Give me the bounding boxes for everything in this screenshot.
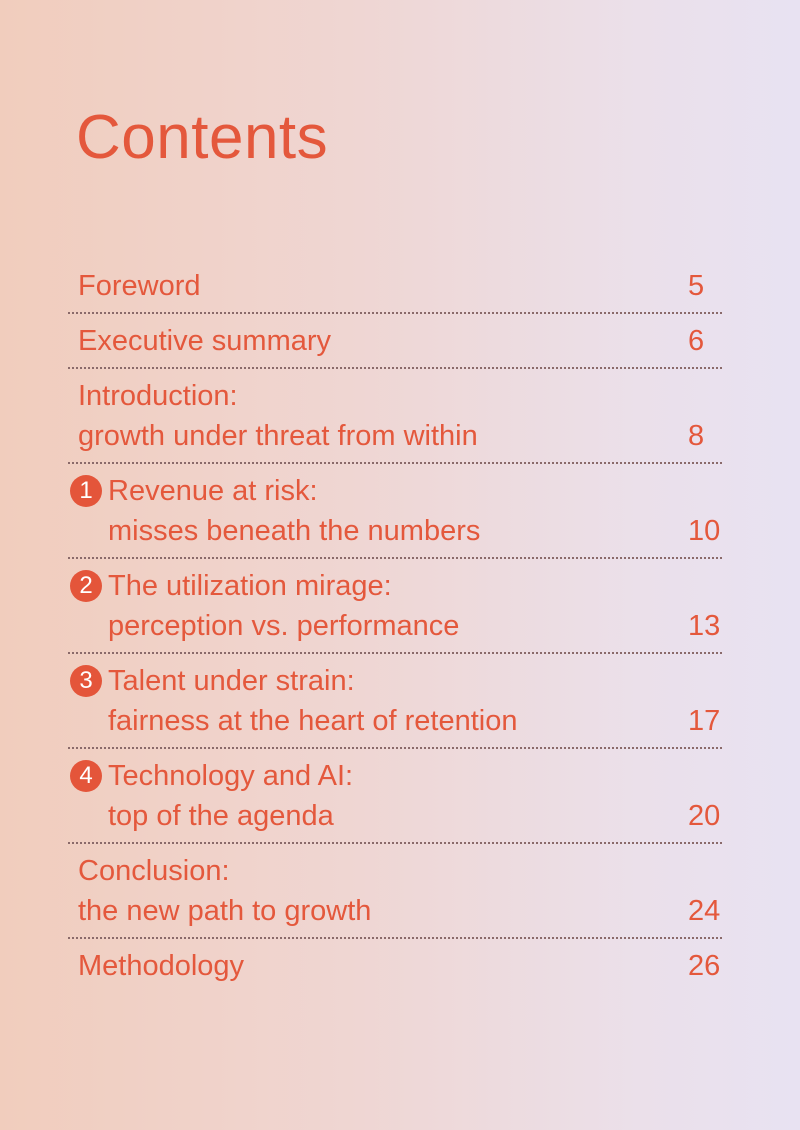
- page-number: 8: [688, 420, 705, 452]
- entry-text: Talent under strain:: [108, 665, 355, 697]
- entry-text: The utilization mirage:: [108, 570, 392, 602]
- entry-text: the new path to growth: [78, 895, 372, 927]
- page-number: 20: [688, 800, 721, 832]
- entry-text: Revenue at risk:: [108, 475, 318, 507]
- entry-text: misses beneath the numbers: [108, 515, 481, 547]
- dotted-separator: [68, 747, 722, 749]
- section-number: 3: [70, 665, 102, 697]
- dotted-separator: [68, 842, 722, 844]
- dotted-separator: [68, 557, 722, 559]
- page-number: 10: [688, 515, 721, 547]
- title: Contents: [76, 103, 329, 172]
- dotted-separator: [68, 462, 722, 464]
- entry-text: Technology and AI:: [108, 760, 354, 792]
- section-number: 4: [70, 760, 102, 792]
- dotted-separator: [68, 937, 722, 939]
- page-number: 5: [688, 270, 705, 302]
- entry-text: perception vs. performance: [108, 610, 460, 642]
- page-number: 6: [688, 325, 705, 357]
- entry-text: Executive summary: [78, 325, 332, 357]
- entry-text: top of the agenda: [108, 800, 334, 832]
- entry-text: Introduction:: [78, 380, 238, 412]
- entry-text: Conclusion:: [78, 855, 230, 887]
- dotted-separator: [68, 312, 722, 314]
- dotted-separator: [68, 367, 722, 369]
- section-number: 2: [70, 570, 102, 602]
- page-number: 26: [688, 950, 721, 982]
- entry-text: fairness at the heart of retention: [108, 705, 518, 737]
- page-number: 24: [688, 895, 721, 927]
- entry-text: Methodology: [78, 950, 245, 982]
- entry-text: growth under threat from within: [78, 420, 478, 452]
- dotted-separator: [68, 652, 722, 654]
- section-number: 1: [70, 475, 102, 507]
- entry-text: Foreword: [78, 270, 201, 302]
- page-number: 13: [688, 610, 721, 642]
- page-number: 17: [688, 705, 721, 737]
